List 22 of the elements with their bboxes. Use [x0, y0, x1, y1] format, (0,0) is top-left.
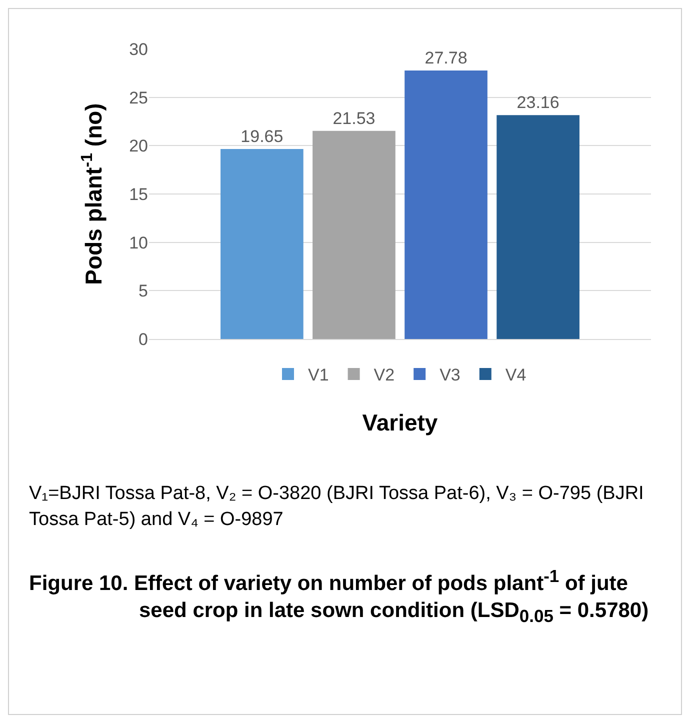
data-label: 19.65 [240, 127, 284, 146]
y-tick-label: 10 [129, 233, 148, 252]
text: V₁=BJRI Tossa Pat-8, V₂ = O-3820 (BJRI Tossa Pat-6), V₃ = O-795 (BJRI Tossa Pat-5) and V₄ = O-9897 [29, 482, 645, 532]
y-tick-label: 30 [129, 40, 148, 59]
chart-title: Figure 10. Effect of variety on number of pods plant$^{-1}$ of jute seed crop in late sown condition (LSD$_{0.05}$ = 0.5780) [29, 566, 649, 626]
legend-label: V2 [374, 366, 395, 385]
data-label: 23.16 [516, 93, 560, 112]
bar [496, 115, 580, 339]
data-label: 21.53 [332, 108, 376, 128]
bar [404, 70, 488, 339]
legend-label: V4 [505, 366, 526, 385]
y-tick-label: 15 [129, 184, 148, 204]
legend-label: V3 [440, 366, 460, 385]
data-label: 27.78 [424, 48, 468, 68]
legend-label: V1 [308, 366, 329, 385]
bar [220, 149, 304, 339]
y-tick-label: 25 [129, 88, 148, 108]
x-axis-title: Variety [362, 410, 438, 436]
y-tick-label: 20 [129, 136, 148, 156]
y-tick-label: 0 [138, 330, 148, 349]
y-tick-label: 5 [138, 282, 148, 301]
bar [312, 130, 396, 339]
